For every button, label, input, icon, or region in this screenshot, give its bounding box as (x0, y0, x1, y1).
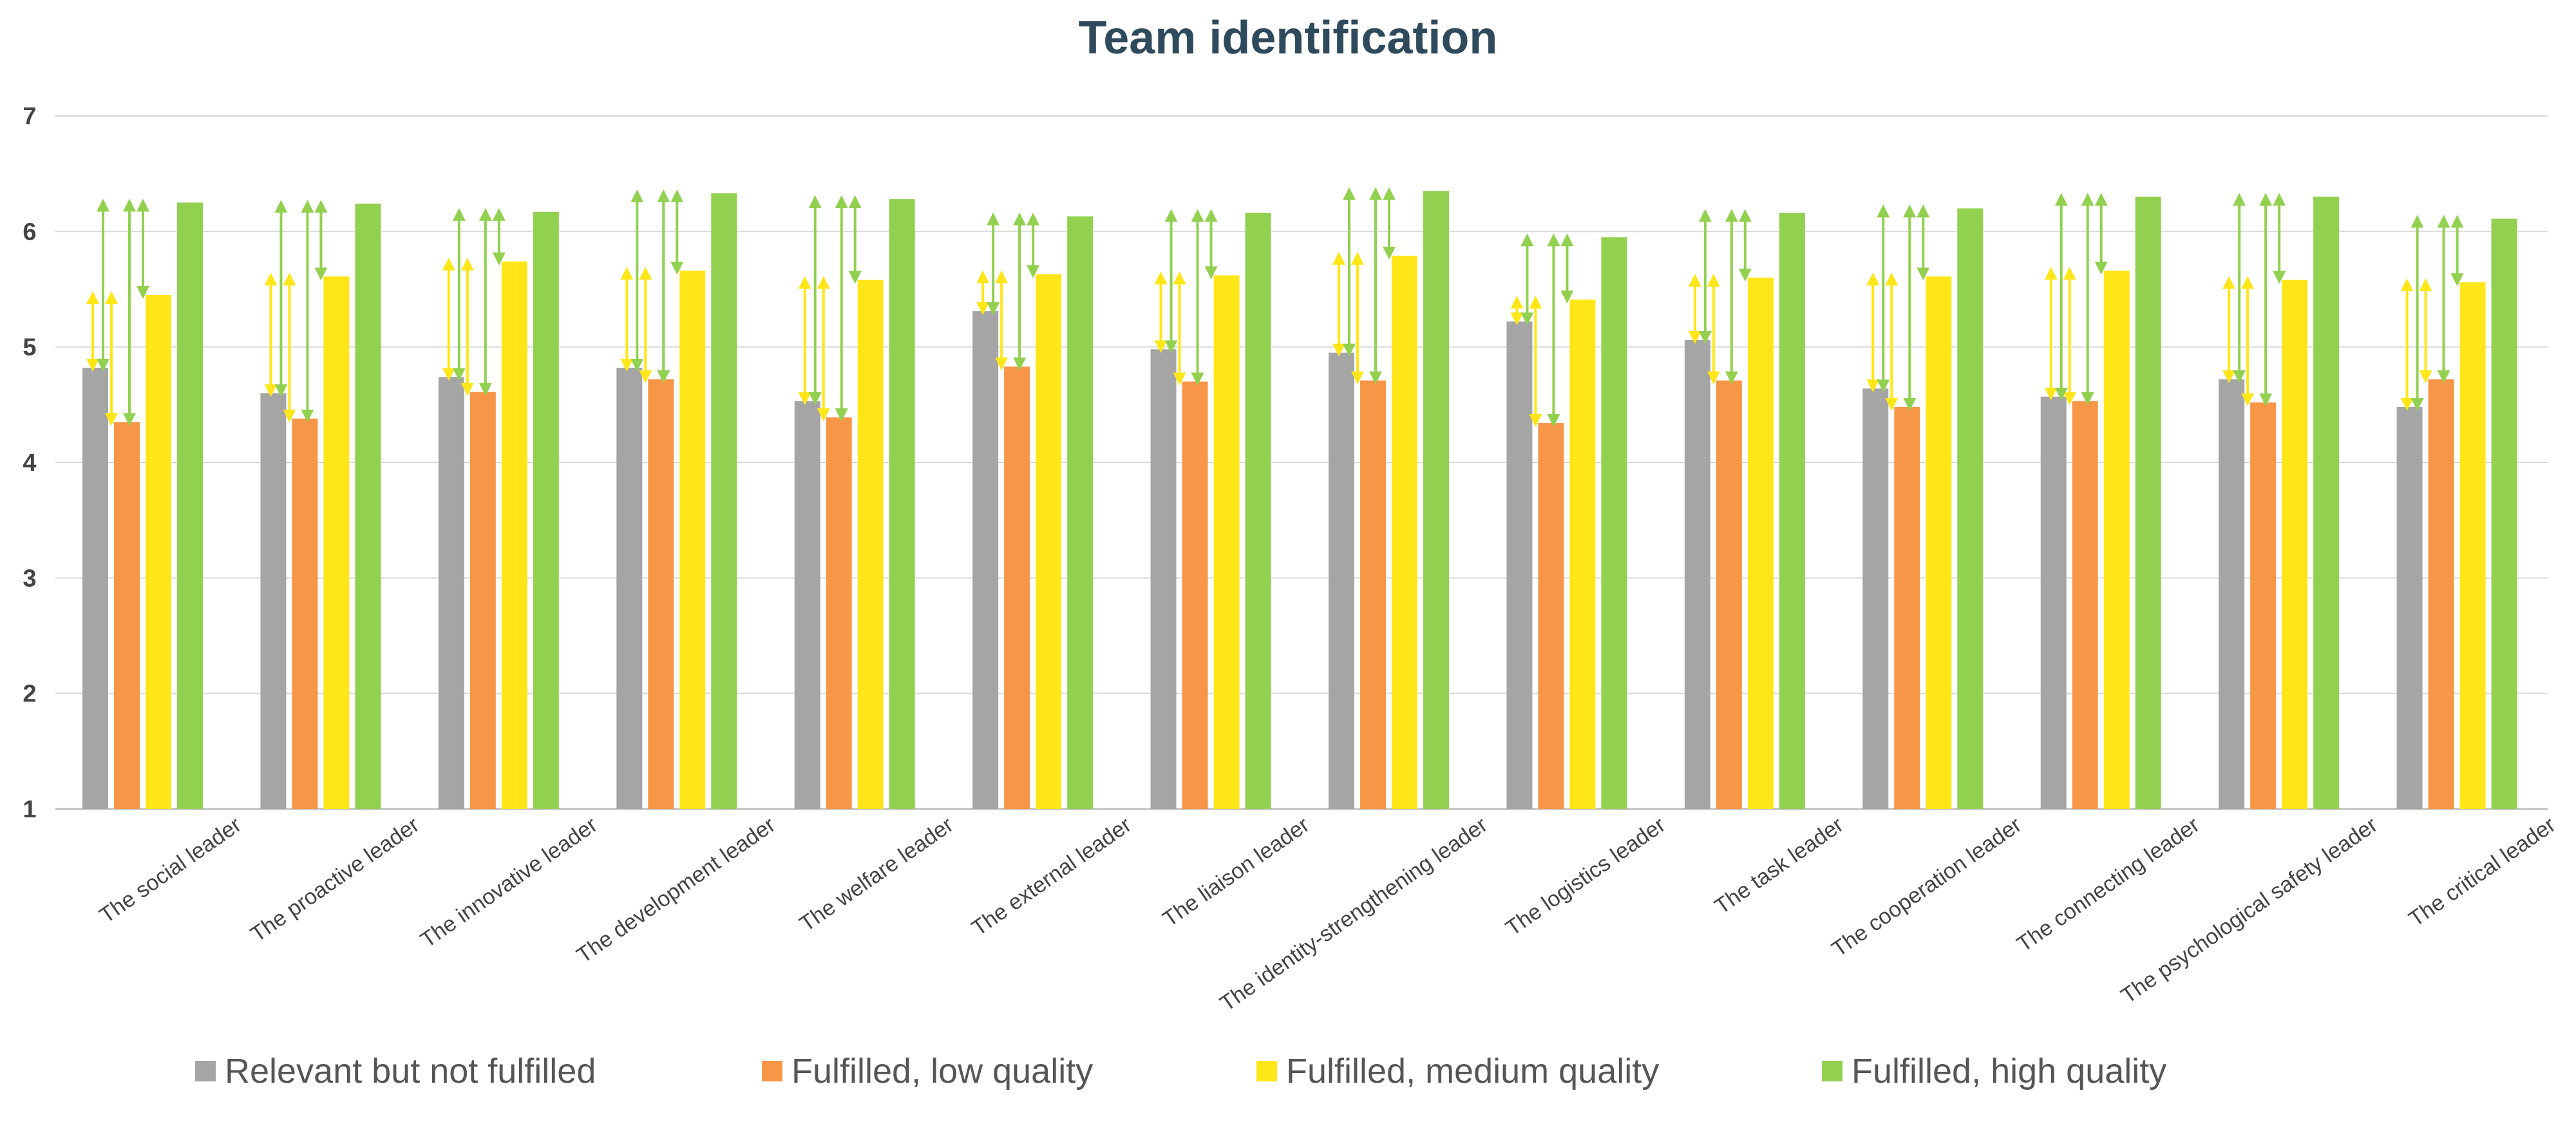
bar (1747, 278, 1774, 810)
legend-item-relevant-not-fulfilled: Relevant but not fulfilled (195, 1051, 596, 1091)
bar (2282, 280, 2308, 809)
bar (2396, 406, 2423, 809)
bar (2459, 282, 2486, 809)
bar (114, 422, 140, 809)
y-tick-label: 4 (23, 450, 36, 477)
y-tick-label: 3 (23, 565, 36, 592)
legend-swatch (1822, 1061, 1842, 1081)
bar (1182, 381, 1208, 809)
x-tick-label: The connecting leader (2012, 812, 2204, 956)
bar (1926, 276, 1952, 810)
y-tick-label: 5 (23, 334, 36, 361)
bar (1716, 380, 1742, 809)
x-tick-label: The proactive leader (246, 812, 424, 947)
legend-item-fulfilled-high: Fulfilled, high quality (1822, 1051, 2166, 1091)
x-tick-label: The social leader (95, 812, 246, 928)
legend-label: Fulfilled, high quality (1852, 1052, 2167, 1090)
legend-swatch (762, 1061, 782, 1081)
bar (1150, 349, 1177, 809)
bar (177, 202, 203, 809)
x-tick-label: The task leader (1710, 812, 1848, 919)
x-tick-label: The external leader (967, 812, 1136, 940)
legend-item-fulfilled-low: Fulfilled, low quality (762, 1051, 1093, 1091)
legend-swatch (1256, 1061, 1277, 1081)
y-tick-label: 1 (23, 796, 36, 823)
bar (1213, 275, 1240, 810)
x-tick-label: The development leader (573, 812, 780, 967)
bar (2219, 379, 2245, 809)
bar (826, 417, 852, 809)
bar (1862, 388, 1889, 809)
bar (2313, 196, 2340, 809)
bar (438, 377, 464, 809)
y-tick-label: 7 (23, 103, 36, 130)
chart-title: Team identification (1078, 12, 1498, 64)
bar (323, 276, 350, 810)
legend-label: Relevant but not fulfilled (225, 1052, 596, 1090)
bar (711, 193, 737, 809)
bar (2040, 396, 2067, 809)
bar (972, 311, 999, 809)
bar (1360, 380, 1386, 809)
legend: Relevant but not fulfilled Fulfilled, lo… (0, 1051, 2576, 1103)
legend-label: Fulfilled, medium quality (1286, 1052, 1660, 1090)
bar (2250, 402, 2277, 809)
bar (355, 204, 381, 809)
bar (616, 367, 643, 809)
bar (1894, 406, 1920, 809)
bar (2135, 196, 2161, 809)
bar (469, 392, 496, 809)
bar (1004, 366, 1030, 809)
x-tick-label: The liaison leader (1159, 812, 1314, 931)
bar (1684, 339, 1710, 809)
bar (292, 418, 318, 809)
bar (1423, 191, 1449, 810)
bar (2103, 271, 2130, 810)
bar (857, 280, 884, 809)
x-tick-label: The innovative leader (416, 812, 601, 953)
bar (679, 271, 706, 810)
x-tick-label: The welfare leader (795, 812, 958, 937)
bar (260, 393, 287, 809)
legend-item-fulfilled-medium: Fulfilled, medium quality (1256, 1051, 1659, 1091)
bar (1569, 300, 1596, 809)
bar (1392, 255, 1417, 809)
bar (1601, 237, 1627, 809)
bar (648, 379, 674, 809)
bar (1506, 321, 1533, 809)
legend-label: Fulfilled, low quality (791, 1052, 1094, 1090)
bar (146, 294, 171, 809)
x-tick-label: The critical leader (2405, 812, 2561, 931)
bar (1779, 213, 1805, 809)
bar (501, 261, 527, 810)
bar (794, 401, 820, 809)
bar (2491, 218, 2517, 809)
legend-swatch (195, 1061, 216, 1081)
x-tick-label: The cooperation leader (1828, 812, 2026, 962)
bar (533, 211, 559, 809)
y-tick-label: 6 (23, 218, 36, 245)
bar (1067, 216, 1094, 809)
bar (1957, 208, 1984, 809)
bar (889, 199, 915, 809)
bar (2072, 401, 2098, 809)
bar (82, 367, 108, 809)
bar (2428, 379, 2454, 809)
bar (1036, 274, 1062, 810)
y-tick-label: 2 (23, 681, 36, 708)
bar (1329, 352, 1354, 809)
bar (1245, 213, 1271, 809)
bar (1538, 423, 1564, 809)
x-tick-label: The logistics leader (1501, 812, 1670, 940)
